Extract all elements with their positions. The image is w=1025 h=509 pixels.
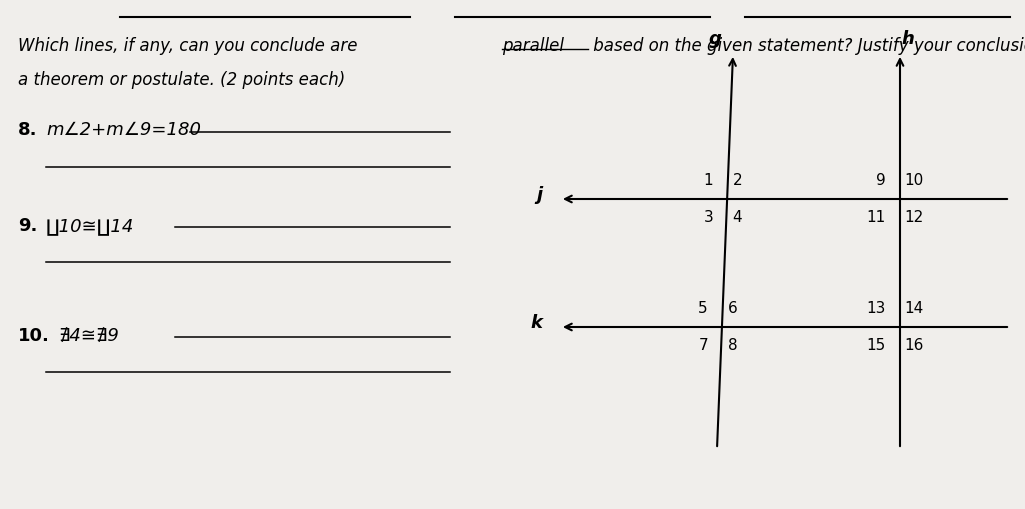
- Text: 7: 7: [698, 338, 708, 353]
- Text: 10.: 10.: [18, 327, 50, 345]
- Text: 15: 15: [867, 338, 886, 353]
- Text: 9: 9: [876, 173, 886, 188]
- Text: 14: 14: [904, 301, 924, 316]
- Text: Which lines, if any, can you conclude are: Which lines, if any, can you conclude ar…: [18, 37, 363, 55]
- Text: m∠2+m∠9=180: m∠2+m∠9=180: [46, 121, 201, 139]
- Text: 8: 8: [728, 338, 737, 353]
- Text: 12: 12: [904, 210, 924, 225]
- Text: h: h: [902, 30, 914, 48]
- Text: 13: 13: [866, 301, 886, 316]
- Text: 9.: 9.: [18, 217, 37, 235]
- Text: ∐10≅∐14: ∐10≅∐14: [46, 217, 134, 235]
- Text: 10: 10: [904, 173, 924, 188]
- Text: 2: 2: [733, 173, 742, 188]
- Text: a theorem or postulate. (2 points each): a theorem or postulate. (2 points each): [18, 71, 345, 89]
- Text: 4: 4: [733, 210, 742, 225]
- Text: 5: 5: [698, 301, 708, 316]
- Text: ∄4≅∄9: ∄4≅∄9: [58, 327, 119, 345]
- Text: parallel: parallel: [502, 37, 564, 55]
- Text: 3: 3: [703, 210, 713, 225]
- Text: based on the given statement? Justify your conclusion with: based on the given statement? Justify yo…: [588, 37, 1025, 55]
- Text: 8.: 8.: [18, 121, 38, 139]
- Text: g: g: [708, 30, 722, 48]
- Text: 11: 11: [867, 210, 886, 225]
- Text: k: k: [530, 314, 542, 332]
- Text: j: j: [536, 186, 542, 204]
- Text: 1: 1: [703, 173, 713, 188]
- Text: 16: 16: [904, 338, 924, 353]
- Text: 6: 6: [728, 301, 737, 316]
